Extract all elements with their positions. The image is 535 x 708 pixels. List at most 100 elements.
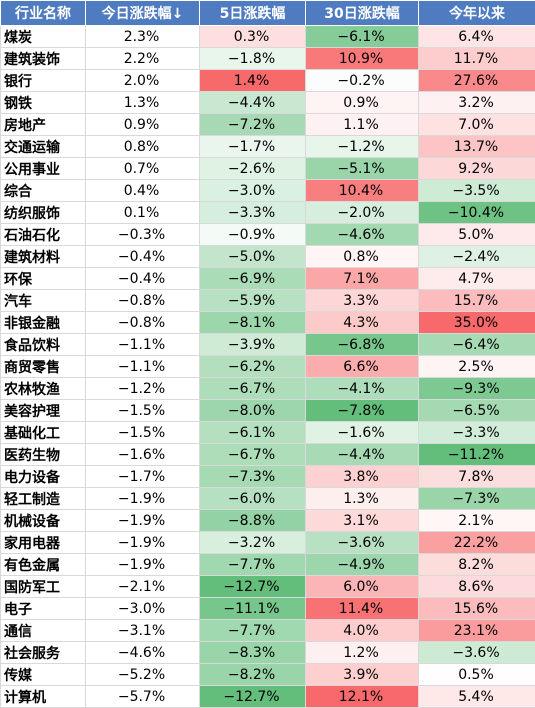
- value-cell-ytd: 0.5%: [419, 664, 535, 686]
- value-cell-d1: −5.7%: [86, 686, 200, 708]
- value-cell-d30: 4.3%: [306, 312, 419, 334]
- industry-name-cell: 交通运输: [1, 136, 86, 158]
- value-cell-ytd: −6.5%: [419, 400, 535, 422]
- header-today-change[interactable]: 今日涨跌幅↓: [86, 1, 200, 26]
- industry-name-cell: 家用电器: [1, 532, 86, 554]
- value-cell-d30: −4.9%: [306, 554, 419, 576]
- header-industry-name[interactable]: 行业名称: [1, 1, 86, 26]
- value-cell-d1: −1.9%: [86, 488, 200, 510]
- value-cell-d5: 1.4%: [200, 70, 306, 92]
- value-cell-d30: −1.6%: [306, 422, 419, 444]
- value-cell-ytd: 8.2%: [419, 554, 535, 576]
- industry-name-cell: 国防军工: [1, 576, 86, 598]
- value-cell-ytd: 23.1%: [419, 620, 535, 642]
- value-cell-ytd: 9.2%: [419, 158, 535, 180]
- value-cell-d5: −5.9%: [200, 290, 306, 312]
- value-cell-ytd: −11.2%: [419, 444, 535, 466]
- table-row: 食品饮料−1.1%−3.9%−6.8%−6.4%: [1, 334, 535, 356]
- table-row: 汽车−0.8%−5.9%3.3%15.7%: [1, 290, 535, 312]
- value-cell-ytd: 5.0%: [419, 224, 535, 246]
- table-row: 机械设备−1.9%−8.8%3.1%2.1%: [1, 510, 535, 532]
- value-cell-d1: −0.8%: [86, 290, 200, 312]
- value-cell-d1: −0.3%: [86, 224, 200, 246]
- industry-name-cell: 银行: [1, 70, 86, 92]
- value-cell-d1: 0.8%: [86, 136, 200, 158]
- value-cell-d30: −7.8%: [306, 400, 419, 422]
- value-cell-d5: −12.7%: [200, 576, 306, 598]
- header-5day-change[interactable]: 5日涨跌幅: [200, 1, 306, 26]
- value-cell-d1: −0.4%: [86, 268, 200, 290]
- table-row: 传媒−5.2%−8.2%3.9%0.5%: [1, 664, 535, 686]
- value-cell-d30: −0.2%: [306, 70, 419, 92]
- table-row: 国防军工−2.1%−12.7%6.0%8.6%: [1, 576, 535, 598]
- value-cell-d30: 6.6%: [306, 356, 419, 378]
- value-cell-d1: −3.1%: [86, 620, 200, 642]
- value-cell-d5: −7.2%: [200, 114, 306, 136]
- value-cell-d30: −6.1%: [306, 26, 419, 48]
- industry-name-cell: 环保: [1, 268, 86, 290]
- table-row: 计算机−5.7%−12.7%12.1%5.4%: [1, 686, 535, 708]
- table-row: 医药生物−1.6%−6.7%−4.4%−11.2%: [1, 444, 535, 466]
- value-cell-d5: −7.7%: [200, 554, 306, 576]
- value-cell-ytd: −6.4%: [419, 334, 535, 356]
- value-cell-d30: 11.4%: [306, 598, 419, 620]
- value-cell-d5: −4.4%: [200, 92, 306, 114]
- value-cell-d5: −7.7%: [200, 620, 306, 642]
- industry-name-cell: 社会服务: [1, 642, 86, 664]
- value-cell-ytd: 22.2%: [419, 532, 535, 554]
- header-ytd-change[interactable]: 今年以来: [419, 1, 535, 26]
- value-cell-ytd: 8.6%: [419, 576, 535, 598]
- value-cell-d5: −6.0%: [200, 488, 306, 510]
- industry-name-cell: 电力设备: [1, 466, 86, 488]
- table-row: 社会服务−4.6%−8.3%1.2%−3.6%: [1, 642, 535, 664]
- value-cell-d30: 3.3%: [306, 290, 419, 312]
- value-cell-d30: 1.1%: [306, 114, 419, 136]
- value-cell-d30: 4.0%: [306, 620, 419, 642]
- value-cell-ytd: 15.6%: [419, 598, 535, 620]
- header-30day-change[interactable]: 30日涨跌幅: [306, 1, 419, 26]
- table-row: 轻工制造−1.9%−6.0%1.3%−7.3%: [1, 488, 535, 510]
- industry-name-cell: 建筑材料: [1, 246, 86, 268]
- industry-name-cell: 非银金融: [1, 312, 86, 334]
- value-cell-ytd: 2.5%: [419, 356, 535, 378]
- value-cell-d1: −1.5%: [86, 400, 200, 422]
- value-cell-d5: −3.0%: [200, 180, 306, 202]
- industry-name-cell: 农林牧渔: [1, 378, 86, 400]
- value-cell-ytd: 27.6%: [419, 70, 535, 92]
- table-row: 美容护理−1.5%−8.0%−7.8%−6.5%: [1, 400, 535, 422]
- value-cell-d30: −6.8%: [306, 334, 419, 356]
- value-cell-d5: −1.8%: [200, 48, 306, 70]
- value-cell-d5: −3.3%: [200, 202, 306, 224]
- value-cell-ytd: −7.3%: [419, 488, 535, 510]
- value-cell-ytd: −3.6%: [419, 642, 535, 664]
- value-cell-ytd: 11.7%: [419, 48, 535, 70]
- value-cell-d30: 7.1%: [306, 268, 419, 290]
- value-cell-d1: 2.3%: [86, 26, 200, 48]
- value-cell-d30: −4.4%: [306, 444, 419, 466]
- industry-name-cell: 食品饮料: [1, 334, 86, 356]
- industry-name-cell: 医药生物: [1, 444, 86, 466]
- table-row: 电力设备−1.7%−7.3%3.8%7.8%: [1, 466, 535, 488]
- value-cell-d30: 1.2%: [306, 642, 419, 664]
- value-cell-ytd: 6.4%: [419, 26, 535, 48]
- industry-name-cell: 电子: [1, 598, 86, 620]
- industry-name-cell: 综合: [1, 180, 86, 202]
- value-cell-ytd: 7.0%: [419, 114, 535, 136]
- value-cell-d1: −3.0%: [86, 598, 200, 620]
- value-cell-d30: 3.9%: [306, 664, 419, 686]
- table-row: 家用电器−1.9%−3.2%−3.6%22.2%: [1, 532, 535, 554]
- value-cell-d5: −7.3%: [200, 466, 306, 488]
- table-row: 环保−0.4%−6.9%7.1%4.7%: [1, 268, 535, 290]
- header-row: 行业名称 今日涨跌幅↓ 5日涨跌幅 30日涨跌幅 今年以来: [1, 1, 535, 26]
- industry-name-cell: 机械设备: [1, 510, 86, 532]
- value-cell-ytd: 15.7%: [419, 290, 535, 312]
- industry-name-cell: 建筑装饰: [1, 48, 86, 70]
- value-cell-d5: −11.1%: [200, 598, 306, 620]
- value-cell-d1: 2.2%: [86, 48, 200, 70]
- value-cell-d1: −0.4%: [86, 246, 200, 268]
